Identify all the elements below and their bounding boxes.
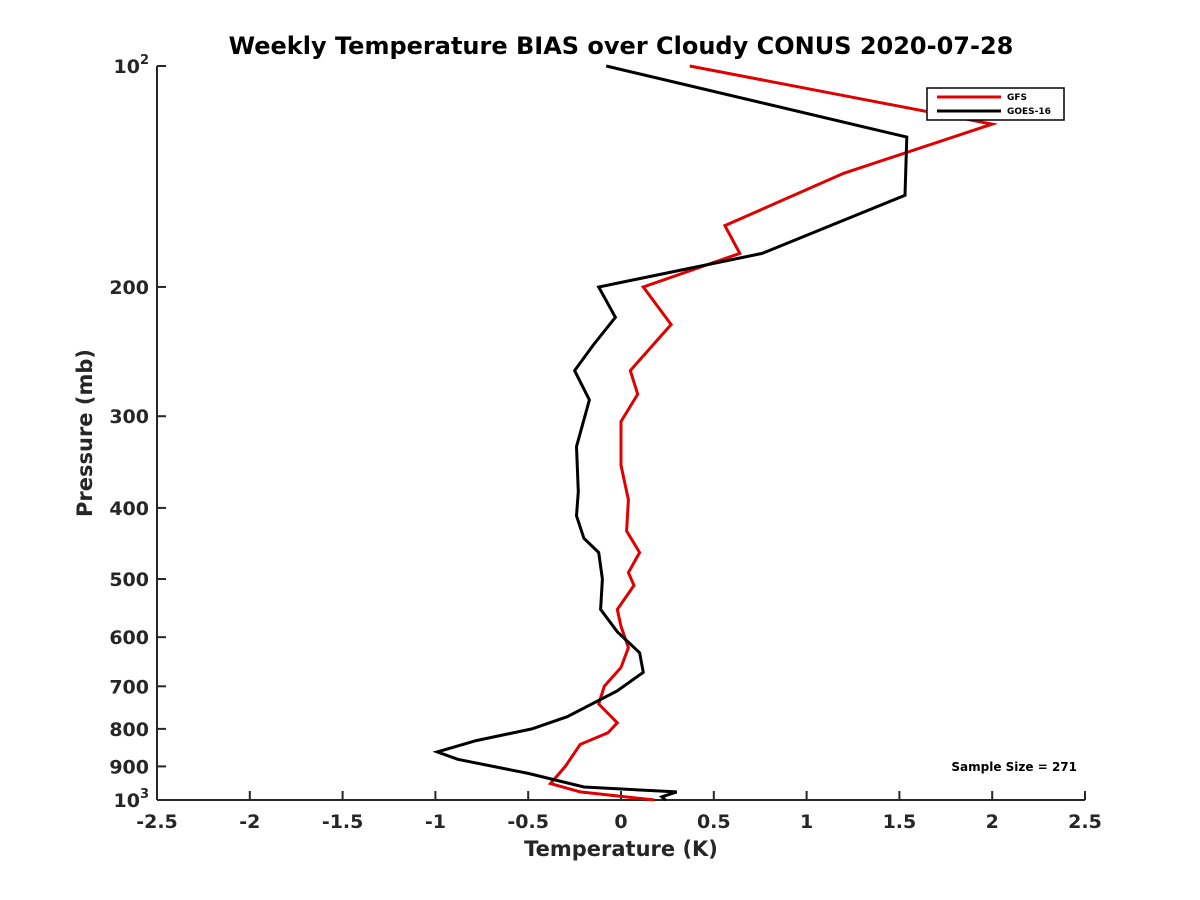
- chart-title: Weekly Temperature BIAS over Cloudy CONU…: [229, 32, 1014, 60]
- legend-label: GOES-16: [1007, 107, 1051, 117]
- series-line-goes-16: [432, 64, 909, 802]
- series-layer: [432, 64, 999, 802]
- legend-label: GFS: [1007, 93, 1027, 103]
- y-tick-label: 103: [114, 787, 150, 812]
- y-axis-ticks: 102 200 300 400 500 600 700 800 900 103: [109, 53, 166, 812]
- y-tick-label: 200: [109, 277, 149, 299]
- legend-box: [926, 87, 1065, 121]
- sample-size-annotation: Sample Size = 271: [951, 760, 1077, 774]
- x-tick-label: -0.5: [507, 811, 549, 833]
- x-tick-label: 1.5: [883, 811, 917, 833]
- y-axis-label: Pressure (mb): [73, 349, 97, 517]
- y-tick-label: 900: [109, 756, 149, 778]
- x-tick-label: 0: [614, 811, 627, 833]
- y-tick-label: 300: [109, 406, 149, 428]
- x-tick-label: 1: [800, 811, 813, 833]
- y-tick-label: 800: [109, 719, 149, 741]
- y-tick-label: 500: [109, 569, 149, 591]
- x-tick-label: 0.5: [697, 811, 731, 833]
- x-tick-label: -1.5: [322, 811, 364, 833]
- legend: GFS GOES-16: [926, 87, 1065, 121]
- y-tick-label: 600: [109, 627, 149, 649]
- x-tick-label: -2: [239, 811, 260, 833]
- y-tick-label: 102: [114, 53, 150, 78]
- x-tick-label: 2: [986, 811, 999, 833]
- x-tick-label: -2.5: [136, 811, 178, 833]
- x-axis-label: Temperature (K): [524, 837, 718, 861]
- series-line-gfs: [547, 64, 999, 802]
- x-axis-ticks: -2.5 -2 -1.5 -1 -0.5 0 0.5 1 1.5 2 2.5: [136, 791, 1102, 833]
- y-tick-label: 700: [109, 676, 149, 698]
- x-tick-label: -1: [425, 811, 446, 833]
- y-tick-label: 400: [109, 498, 149, 520]
- x-tick-label: 2.5: [1068, 811, 1102, 833]
